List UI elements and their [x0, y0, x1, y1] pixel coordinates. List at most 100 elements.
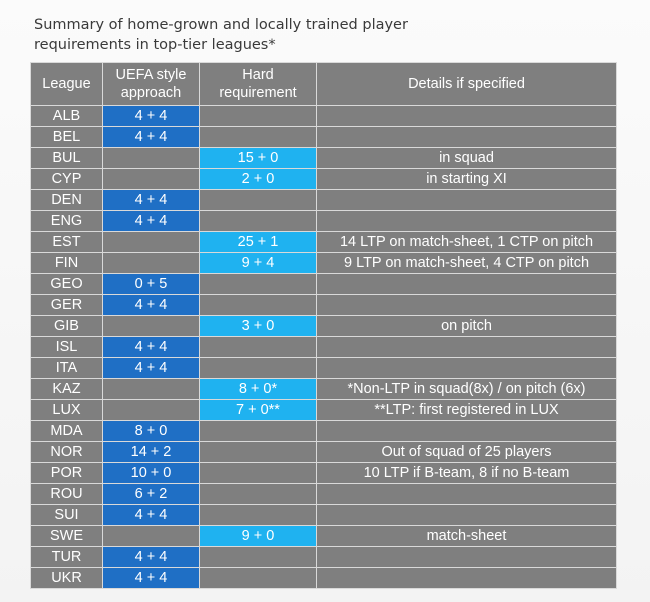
hard-requirement-cell	[199, 273, 317, 295]
league-cell: ENG	[30, 210, 103, 232]
header-hard-line-1: Hard	[242, 67, 274, 83]
uefa-style-cell: 8 + 0	[102, 420, 200, 442]
page-title: Summary of home-grown and locally traine…	[34, 15, 554, 55]
details-cell	[316, 336, 617, 358]
uefa-style-cell: 14 + 2	[102, 441, 200, 463]
hard-requirement-cell	[199, 105, 317, 127]
uefa-style-cell: 4 + 4	[102, 126, 200, 148]
details-cell	[316, 126, 617, 148]
table-row: ITA 4 + 4	[30, 357, 617, 379]
league-cell: BEL	[30, 126, 103, 148]
league-cell: EST	[30, 231, 103, 253]
league-cell: ROU	[30, 483, 103, 505]
league-cell: POR	[30, 462, 103, 484]
table-row: ALB 4 + 4	[30, 105, 617, 127]
league-cell: LUX	[30, 399, 103, 421]
league-cell: KAZ	[30, 378, 103, 400]
header-uefa-style: UEFA style approach	[102, 62, 200, 106]
uefa-style-cell: 4 + 4	[102, 504, 200, 526]
table-row: ROU 6 + 2	[30, 483, 617, 505]
details-cell: Out of squad of 25 players	[316, 441, 617, 463]
uefa-style-cell: 4 + 4	[102, 105, 200, 127]
details-cell	[316, 294, 617, 316]
uefa-style-cell	[102, 399, 200, 421]
details-cell: 10 LTP if B-team, 8 if no B-team	[316, 462, 617, 484]
header-uefa-line-2: approach	[120, 85, 182, 101]
hard-requirement-cell	[199, 504, 317, 526]
league-cell: SUI	[30, 504, 103, 526]
table-row: DEN 4 + 4	[30, 189, 617, 211]
hard-requirement-cell: 7 + 0**	[199, 399, 317, 421]
details-cell: *Non-LTP in squad(8x) / on pitch (6x)	[316, 378, 617, 400]
table-row: GIB 3 + 0 on pitch	[30, 315, 617, 337]
table-row: BEL 4 + 4	[30, 126, 617, 148]
league-cell: GEO	[30, 273, 103, 295]
hard-requirement-cell	[199, 420, 317, 442]
details-cell: **LTP: first registered in LUX	[316, 399, 617, 421]
uefa-style-cell	[102, 231, 200, 253]
details-cell	[316, 504, 617, 526]
uefa-style-cell	[102, 525, 200, 547]
uefa-style-cell: 6 + 2	[102, 483, 200, 505]
table-row: ENG 4 + 4	[30, 210, 617, 232]
requirements-table: League UEFA style approach Hard requirem…	[30, 62, 617, 589]
header-hard-line-2: requirement	[219, 85, 297, 101]
league-cell: GIB	[30, 315, 103, 337]
table-row: GER 4 + 4	[30, 294, 617, 316]
uefa-style-cell: 4 + 4	[102, 210, 200, 232]
uefa-style-cell	[102, 168, 200, 190]
league-cell: CYP	[30, 168, 103, 190]
details-cell	[316, 273, 617, 295]
league-cell: SWE	[30, 525, 103, 547]
table-row: BUL 15 + 0 in squad	[30, 147, 617, 169]
header-row: League UEFA style approach Hard requirem…	[30, 62, 617, 106]
details-cell: match-sheet	[316, 525, 617, 547]
uefa-style-cell	[102, 252, 200, 274]
hard-requirement-cell	[199, 567, 317, 589]
hard-requirement-cell	[199, 189, 317, 211]
hard-requirement-cell	[199, 441, 317, 463]
hard-requirement-cell	[199, 546, 317, 568]
hard-requirement-cell	[199, 462, 317, 484]
league-cell: UKR	[30, 567, 103, 589]
header-league: League	[30, 62, 103, 106]
details-cell	[316, 420, 617, 442]
uefa-style-cell: 10 + 0	[102, 462, 200, 484]
league-cell: FIN	[30, 252, 103, 274]
uefa-style-cell: 4 + 4	[102, 567, 200, 589]
details-cell: 9 LTP on match-sheet, 4 CTP on pitch	[316, 252, 617, 274]
details-cell	[316, 210, 617, 232]
league-cell: ITA	[30, 357, 103, 379]
header-details: Details if specified	[316, 62, 617, 106]
table-row: SWE 9 + 0 match-sheet	[30, 525, 617, 547]
hard-requirement-cell: 15 + 0	[199, 147, 317, 169]
hard-requirement-cell	[199, 294, 317, 316]
uefa-style-cell: 0 + 5	[102, 273, 200, 295]
table-row: CYP 2 + 0 in starting XI	[30, 168, 617, 190]
hard-requirement-cell: 9 + 0	[199, 525, 317, 547]
details-cell	[316, 483, 617, 505]
header-uefa-line-1: UEFA style	[115, 67, 187, 83]
table-row: TUR 4 + 4	[30, 546, 617, 568]
table-row: LUX 7 + 0** **LTP: first registered in LUX	[30, 399, 617, 421]
table-row: MDA 8 + 0	[30, 420, 617, 442]
table-row: SUI 4 + 4	[30, 504, 617, 526]
uefa-style-cell: 4 + 4	[102, 189, 200, 211]
details-cell	[316, 567, 617, 589]
table-row: POR 10 + 0 10 LTP if B-team, 8 if no B-tea…	[30, 462, 617, 484]
details-cell	[316, 189, 617, 211]
title-line-2: requirements in top-tier leagues*	[34, 37, 276, 53]
uefa-style-cell: 4 + 4	[102, 336, 200, 358]
table-row: NOR 14 + 2 Out of squad of 25 players	[30, 441, 617, 463]
table-row: ISL 4 + 4	[30, 336, 617, 358]
table-row: KAZ 8 + 0* *Non-LTP in squad(8x) / on pitc…	[30, 378, 617, 400]
uefa-style-cell	[102, 315, 200, 337]
table-row: GEO 0 + 5	[30, 273, 617, 295]
league-cell: GER	[30, 294, 103, 316]
hard-requirement-cell: 2 + 0	[199, 168, 317, 190]
details-cell	[316, 357, 617, 379]
details-cell: on pitch	[316, 315, 617, 337]
league-cell: MDA	[30, 420, 103, 442]
details-cell	[316, 105, 617, 127]
